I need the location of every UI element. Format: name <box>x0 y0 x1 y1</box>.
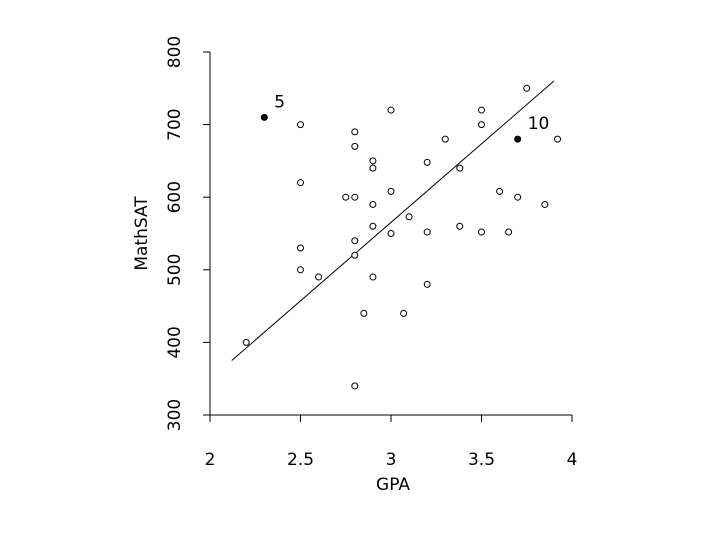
data-point <box>360 309 368 317</box>
y-tick-label: 700 <box>165 108 185 140</box>
data-point <box>369 200 377 208</box>
data-point <box>423 228 431 236</box>
point-label: 10 <box>528 114 550 134</box>
data-point <box>351 128 359 136</box>
data-point <box>387 187 395 195</box>
data-point <box>297 266 304 274</box>
data-point <box>478 228 485 236</box>
y-tick-label: 400 <box>165 326 185 358</box>
data-point <box>369 222 377 230</box>
data-point <box>505 228 513 236</box>
highlighted-point <box>260 113 268 121</box>
y-tick-label: 300 <box>165 399 185 431</box>
data-point <box>297 121 304 129</box>
data-point <box>351 251 359 259</box>
regression-line <box>231 80 555 361</box>
data-point <box>400 309 408 317</box>
data-point <box>297 244 304 252</box>
regression-line-group <box>231 80 555 361</box>
data-point <box>351 193 359 201</box>
data-point <box>541 200 549 208</box>
data-points <box>242 84 562 390</box>
data-point <box>351 142 359 150</box>
point-label: 5 <box>274 92 285 112</box>
data-point <box>369 164 377 172</box>
data-point <box>523 84 531 92</box>
data-point <box>478 106 485 114</box>
data-point <box>496 187 504 195</box>
x-tick-label: 4 <box>567 450 578 470</box>
data-point <box>351 382 359 390</box>
data-point <box>297 179 304 187</box>
x-axis-title: GPA <box>376 475 410 495</box>
x-tick-label: 3.5 <box>468 450 495 470</box>
data-point <box>369 157 377 165</box>
data-point <box>456 222 464 230</box>
data-point <box>441 135 449 143</box>
data-point <box>315 273 323 281</box>
data-point <box>554 135 562 143</box>
y-axis-ticks: 300 400 500 600 700 800 <box>165 36 210 431</box>
data-point <box>478 121 485 129</box>
data-point <box>351 237 359 245</box>
data-point <box>387 230 395 237</box>
x-tick-label: 2 <box>205 450 216 470</box>
data-point <box>387 106 395 114</box>
data-point <box>456 164 464 172</box>
highlighted-point <box>514 135 522 143</box>
data-point <box>514 193 522 201</box>
x-tick-label: 2.5 <box>287 450 314 470</box>
data-point <box>423 280 431 288</box>
x-tick-label: 3 <box>386 450 397 470</box>
highlighted-points: 5 10 <box>260 92 550 143</box>
y-axis-title: MathSAT <box>132 196 152 271</box>
y-tick-label: 800 <box>165 36 185 68</box>
x-axis-ticks: 2 2.5 3 3.5 4 <box>205 415 578 470</box>
data-point <box>369 273 377 281</box>
y-tick-label: 600 <box>165 181 185 213</box>
data-point <box>423 158 431 166</box>
data-point <box>342 193 350 201</box>
y-tick-label: 500 <box>165 254 185 286</box>
data-point <box>242 338 250 346</box>
data-point <box>405 213 413 221</box>
